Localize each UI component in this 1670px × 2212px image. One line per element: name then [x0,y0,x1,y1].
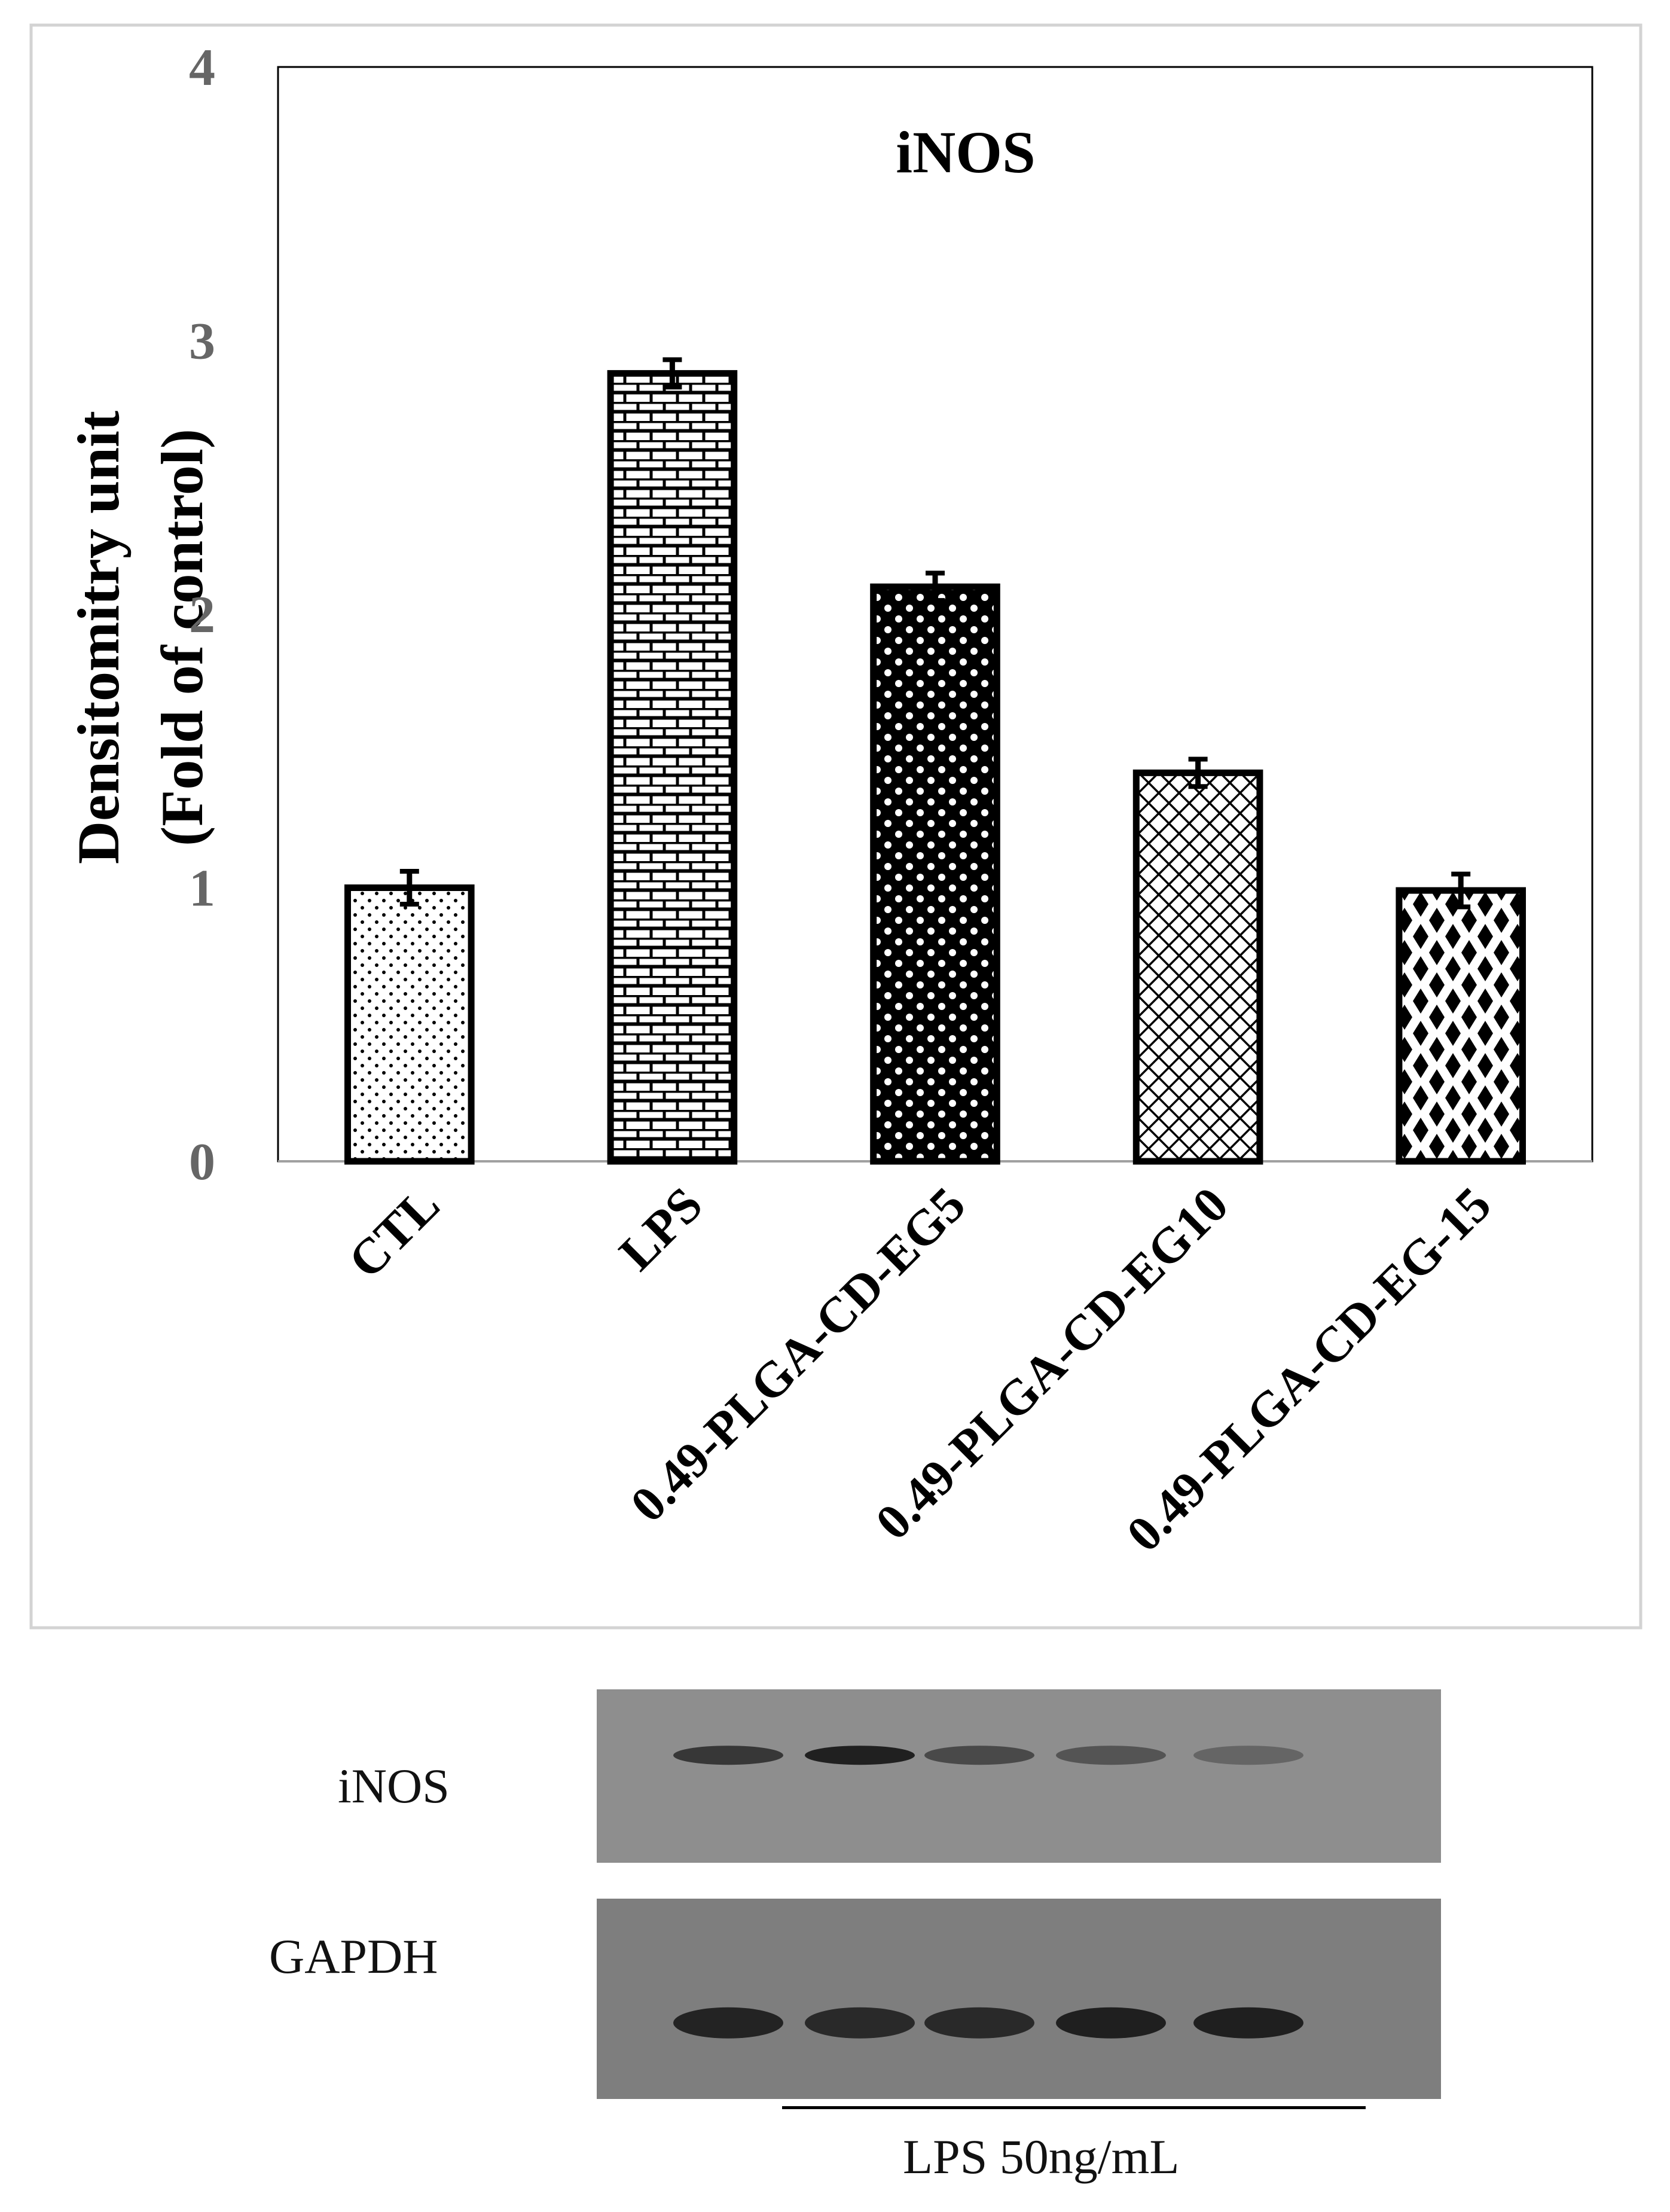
y-tick-labels: 0 1 2 3 4 [189,39,215,1191]
bars [344,370,1526,1165]
x-tick-labels: CTL LPS0.49-PLGA-CD-EG50.49-PLGA-CD-EG100… [338,1177,1501,1563]
y-tick-label: 2 [189,586,215,644]
chart-outer-border [29,23,1642,1630]
y-axis-label-line2: (Fold of control) [149,429,215,846]
bar-chart: iNOS Densitomitry unit (Fold of control)… [29,23,1642,1630]
error-bar [399,869,419,907]
treatment-line [782,2106,1366,2109]
bar-0-49-plga-cd-eg-15 [1396,887,1526,1165]
blot-band [805,2007,915,2039]
y-axis-label-line1: Densitomitry unit [65,411,132,864]
y-tick-label: 1 [189,860,215,918]
blot-band [673,2007,783,2039]
bar-lps [607,370,738,1165]
blot-band [805,1746,915,1765]
chart-title: iNOS [896,119,1035,185]
blot-band [924,1746,1034,1765]
blot-band [1056,1746,1166,1765]
blot-background [597,1689,1441,1863]
blot-panel-inos [597,1689,1441,1863]
blot-band [1056,2007,1166,2039]
bar-0-49-plga-cd-eg10 [1132,769,1263,1165]
blot-band [1193,2007,1303,2039]
error-bar [662,357,682,390]
bar-0-49-plga-cd-eg5 [870,583,1000,1165]
x-tick-label: CTL [338,1177,450,1289]
blot-band [673,1746,783,1765]
x-tick-label: LPS [609,1177,713,1282]
treatment-label: LPS 50ng/mL [903,2129,1180,2184]
error-bars [399,357,1471,910]
y-tick-label: 3 [189,313,215,371]
error-bar [926,570,945,603]
bar-ctl [344,884,475,1165]
blot-background [597,1899,1441,2099]
y-tick-label: 0 [189,1133,215,1191]
y-tick-label: 4 [189,39,215,97]
blot-panel-gapdh [597,1899,1441,2099]
error-bar [1451,871,1471,910]
blot-label-inos: iNOS [338,1759,450,1813]
blot-band [1193,1746,1303,1765]
blot-band [924,2007,1034,2039]
error-bar [1188,756,1208,789]
blot-label-gapdh: GAPDH [269,1929,438,1984]
